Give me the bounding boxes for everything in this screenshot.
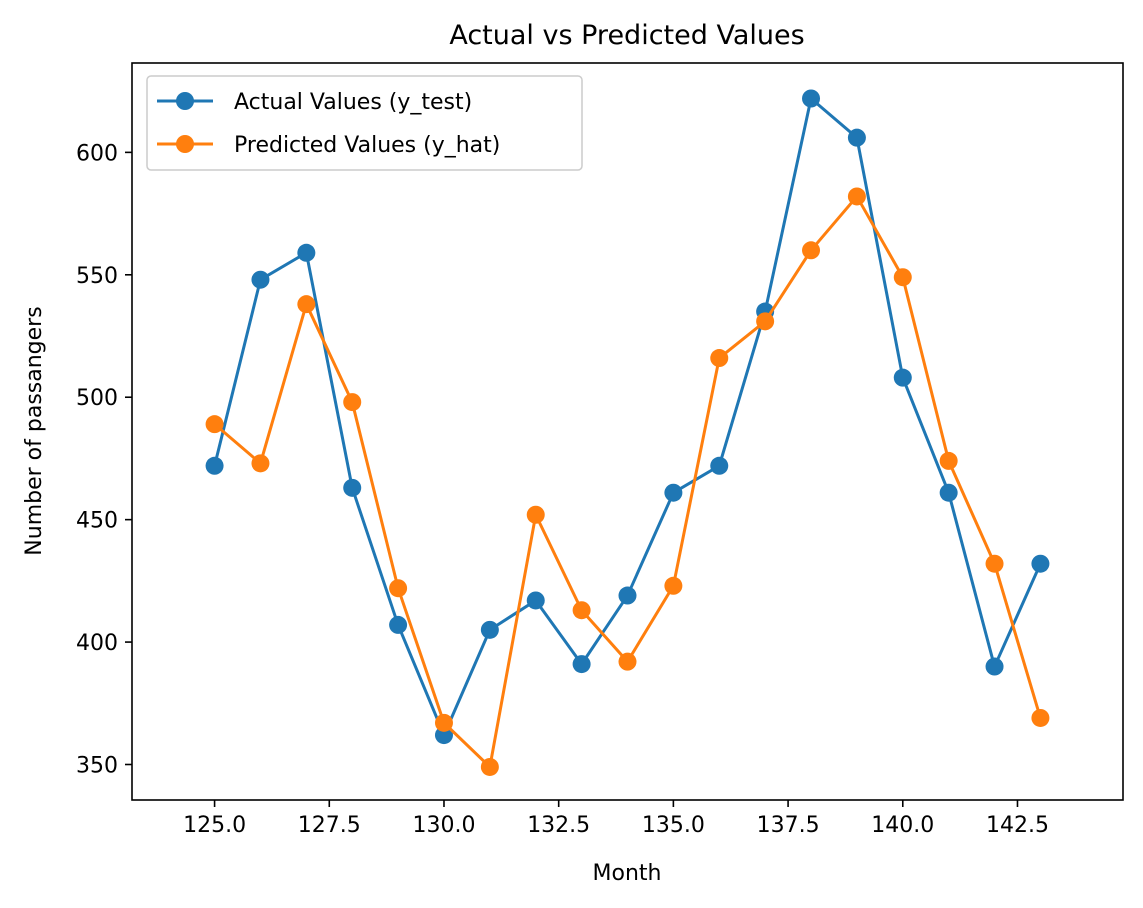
data-point-actual bbox=[710, 456, 729, 475]
data-point-predicted bbox=[710, 349, 729, 368]
legend-marker-actual bbox=[176, 92, 194, 110]
x-tick-label: 140.0 bbox=[871, 813, 934, 838]
x-tick-label: 132.5 bbox=[527, 813, 590, 838]
data-point-predicted bbox=[802, 241, 821, 260]
x-tick-label: 125.0 bbox=[183, 813, 246, 838]
data-point-actual bbox=[802, 89, 821, 108]
y-tick-label: 450 bbox=[76, 509, 118, 534]
data-point-actual bbox=[939, 483, 958, 502]
data-point-actual bbox=[480, 620, 499, 639]
x-axis-title: Month bbox=[593, 861, 662, 886]
data-point-actual bbox=[343, 478, 362, 497]
data-point-predicted bbox=[526, 505, 545, 524]
data-point-predicted bbox=[756, 312, 775, 331]
data-point-predicted bbox=[434, 713, 453, 732]
x-tick-label: 127.5 bbox=[298, 813, 361, 838]
data-point-actual bbox=[297, 243, 316, 262]
legend-label-predicted: Predicted Values (y_hat) bbox=[234, 133, 500, 158]
data-point-predicted bbox=[1031, 708, 1050, 727]
plot-frame bbox=[131, 62, 1124, 801]
legend-entry-predicted: Predicted Values (y_hat) bbox=[157, 133, 500, 158]
legend-marker-predicted bbox=[176, 135, 194, 153]
data-point-actual bbox=[526, 591, 545, 610]
data-point-predicted bbox=[893, 268, 912, 287]
data-point-predicted bbox=[297, 295, 316, 314]
x-tick-label: 137.5 bbox=[757, 813, 820, 838]
y-tick-label: 600 bbox=[76, 141, 118, 166]
y-tick-label: 550 bbox=[76, 264, 118, 289]
y-axis-ticks: 350 400 450 500 550 600 bbox=[76, 141, 132, 778]
data-point-actual bbox=[847, 128, 866, 147]
y-tick-label: 500 bbox=[76, 386, 118, 411]
data-point-predicted bbox=[251, 454, 270, 473]
data-point-actual bbox=[985, 657, 1004, 676]
data-point-actual bbox=[389, 615, 408, 634]
data-point-actual bbox=[205, 456, 224, 475]
data-point-predicted bbox=[664, 576, 683, 595]
data-point-actual bbox=[893, 368, 912, 387]
x-tick-label: 135.0 bbox=[642, 813, 705, 838]
x-axis-ticks: 125.0 127.5 130.0 132.5 135.0 137.5 140.0 142.5 bbox=[183, 800, 1049, 838]
data-point-actual bbox=[1031, 554, 1050, 573]
data-point-actual bbox=[618, 586, 637, 605]
y-axis-title: Number of passangers bbox=[22, 306, 47, 555]
data-point-actual bbox=[664, 483, 683, 502]
data-point-predicted bbox=[343, 393, 362, 412]
data-point-predicted bbox=[205, 415, 224, 434]
series-actual bbox=[205, 89, 1050, 745]
y-tick-label: 350 bbox=[76, 753, 118, 778]
legend: Actual Values (y_test) Predicted Values … bbox=[146, 75, 583, 171]
legend-entry-actual: Actual Values (y_test) bbox=[157, 90, 472, 115]
data-point-predicted bbox=[572, 601, 591, 620]
data-point-predicted bbox=[939, 451, 958, 470]
series-predicted bbox=[205, 187, 1050, 776]
y-tick-label: 400 bbox=[76, 631, 118, 656]
data-point-predicted bbox=[389, 579, 408, 598]
data-point-actual bbox=[251, 270, 270, 289]
x-tick-label: 142.5 bbox=[986, 813, 1049, 838]
data-point-predicted bbox=[480, 757, 499, 776]
data-point-predicted bbox=[985, 554, 1004, 573]
data-point-predicted bbox=[847, 187, 866, 206]
chart-title: Actual vs Predicted Values bbox=[449, 20, 804, 51]
x-tick-label: 130.0 bbox=[412, 813, 475, 838]
series-layer bbox=[205, 89, 1050, 776]
legend-label-actual: Actual Values (y_test) bbox=[234, 90, 472, 115]
legend-frame bbox=[146, 75, 583, 171]
data-point-actual bbox=[572, 655, 591, 674]
data-point-predicted bbox=[618, 652, 637, 671]
